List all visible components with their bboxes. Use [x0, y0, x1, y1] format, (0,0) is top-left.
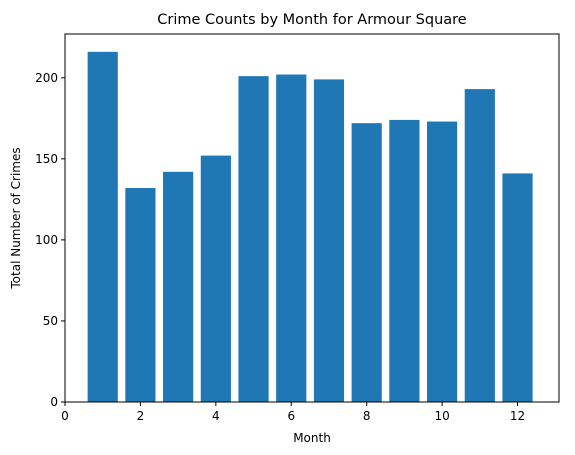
x-axis-ticks: 0 2 4 6 8 10 12	[61, 402, 525, 423]
bar-month-12	[502, 173, 533, 402]
bar-month-1	[87, 51, 118, 402]
bar-month-7	[313, 79, 345, 403]
bar-month-2	[125, 188, 156, 402]
bar-month-10	[427, 121, 458, 403]
y-tick-label: 0	[50, 395, 58, 409]
bar-month-3	[163, 171, 194, 402]
y-tick-label: 50	[43, 314, 58, 328]
bar-month-9	[389, 119, 420, 402]
y-axis-ticks: 0 50 100 150 200	[35, 71, 65, 409]
y-tick-label: 200	[35, 71, 58, 85]
y-tick-label: 150	[35, 152, 58, 166]
x-tick-label: 12	[510, 409, 525, 423]
bar-month-5	[238, 76, 269, 402]
x-tick-label: 8	[363, 409, 371, 423]
x-axis-label: Month	[293, 431, 331, 445]
y-axis-label: Total Number of Crimes	[9, 147, 23, 289]
x-tick-label: 0	[61, 409, 69, 423]
bars-group	[87, 51, 533, 403]
x-tick-label: 4	[212, 409, 220, 423]
bar-month-11	[464, 89, 495, 402]
chart-title: Crime Counts by Month for Armour Square	[157, 12, 466, 28]
bar-month-4	[200, 155, 231, 402]
y-tick-label: 100	[35, 233, 58, 247]
x-tick-label: 6	[287, 409, 295, 423]
bar-month-6	[276, 74, 307, 403]
plot-frame	[64, 33, 560, 403]
bar-month-8	[351, 123, 382, 402]
x-tick-label: 2	[137, 409, 145, 423]
x-tick-label: 10	[434, 409, 449, 423]
